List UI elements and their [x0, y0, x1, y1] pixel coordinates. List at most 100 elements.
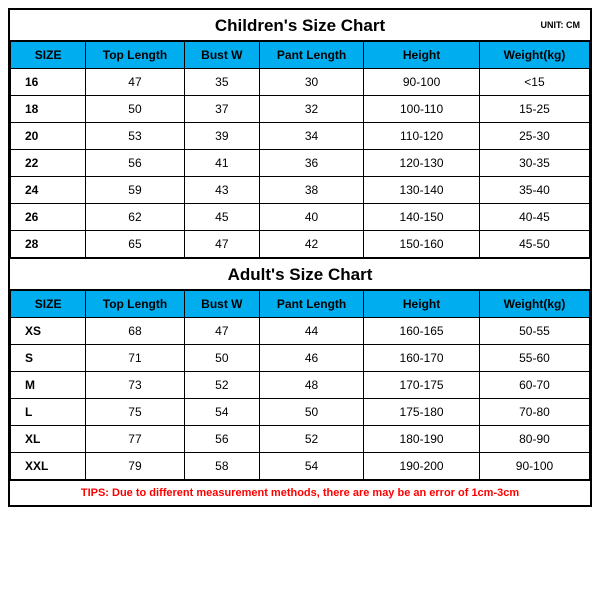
value-cell: 59 — [86, 177, 184, 204]
value-cell: 75 — [86, 399, 184, 426]
value-cell: 120-130 — [364, 150, 480, 177]
size-cell: 18 — [11, 96, 86, 123]
size-chart-container: Children's Size Chart UNIT: CM SIZETop L… — [8, 8, 592, 507]
value-cell: 50 — [184, 345, 259, 372]
value-cell: 80-90 — [479, 426, 589, 453]
value-cell: 44 — [259, 318, 363, 345]
size-cell: L — [11, 399, 86, 426]
value-cell: 47 — [184, 318, 259, 345]
value-cell: 180-190 — [364, 426, 480, 453]
value-cell: 65 — [86, 231, 184, 258]
value-cell: 68 — [86, 318, 184, 345]
table-row: XL775652180-19080-90 — [11, 426, 590, 453]
value-cell: 160-170 — [364, 345, 480, 372]
value-cell: 130-140 — [364, 177, 480, 204]
table-row: L755450175-18070-80 — [11, 399, 590, 426]
value-cell: 58 — [184, 453, 259, 480]
column-header: Top Length — [86, 291, 184, 318]
value-cell: 175-180 — [364, 399, 480, 426]
value-cell: 60-70 — [479, 372, 589, 399]
size-cell: 26 — [11, 204, 86, 231]
column-header: SIZE — [11, 291, 86, 318]
size-cell: S — [11, 345, 86, 372]
value-cell: 90-100 — [479, 453, 589, 480]
value-cell: 54 — [184, 399, 259, 426]
value-cell: 39 — [184, 123, 259, 150]
table-row: 28654742150-16045-50 — [11, 231, 590, 258]
column-header: Weight(kg) — [479, 42, 589, 69]
size-cell: 28 — [11, 231, 86, 258]
value-cell: 45-50 — [479, 231, 589, 258]
table-row: 1647353090-100<15 — [11, 69, 590, 96]
table-row: 18503732100-11015-25 — [11, 96, 590, 123]
value-cell: 55-60 — [479, 345, 589, 372]
value-cell: 50-55 — [479, 318, 589, 345]
table-row: S715046160-17055-60 — [11, 345, 590, 372]
value-cell: 190-200 — [364, 453, 480, 480]
size-cell: 22 — [11, 150, 86, 177]
value-cell: 40 — [259, 204, 363, 231]
value-cell: 15-25 — [479, 96, 589, 123]
value-cell: 71 — [86, 345, 184, 372]
size-cell: 24 — [11, 177, 86, 204]
value-cell: 47 — [184, 231, 259, 258]
value-cell: 77 — [86, 426, 184, 453]
value-cell: 70-80 — [479, 399, 589, 426]
value-cell: 50 — [86, 96, 184, 123]
value-cell: 160-165 — [364, 318, 480, 345]
size-cell: 20 — [11, 123, 86, 150]
value-cell: 48 — [259, 372, 363, 399]
value-cell: 30-35 — [479, 150, 589, 177]
table-row: 24594338130-14035-40 — [11, 177, 590, 204]
tips-text: TIPS: Due to different measurement metho… — [81, 487, 519, 499]
value-cell: 150-160 — [364, 231, 480, 258]
value-cell: <15 — [479, 69, 589, 96]
children-size-table: SIZETop LengthBust WPant LengthHeightWei… — [10, 41, 590, 258]
value-cell: 34 — [259, 123, 363, 150]
value-cell: 54 — [259, 453, 363, 480]
column-header: SIZE — [11, 42, 86, 69]
value-cell: 50 — [259, 399, 363, 426]
column-header: Height — [364, 291, 480, 318]
table-row: XXL795854190-20090-100 — [11, 453, 590, 480]
value-cell: 73 — [86, 372, 184, 399]
value-cell: 32 — [259, 96, 363, 123]
size-cell: 16 — [11, 69, 86, 96]
table-row: 22564136120-13030-35 — [11, 150, 590, 177]
size-cell: XXL — [11, 453, 86, 480]
column-header: Top Length — [86, 42, 184, 69]
value-cell: 62 — [86, 204, 184, 231]
value-cell: 40-45 — [479, 204, 589, 231]
value-cell: 56 — [86, 150, 184, 177]
tips-note: TIPS: Due to different measurement metho… — [10, 480, 590, 505]
value-cell: 100-110 — [364, 96, 480, 123]
unit-label: UNIT: CM — [541, 20, 581, 30]
value-cell: 41 — [184, 150, 259, 177]
value-cell: 53 — [86, 123, 184, 150]
children-title: Children's Size Chart — [215, 16, 385, 35]
value-cell: 140-150 — [364, 204, 480, 231]
column-header: Pant Length — [259, 42, 363, 69]
size-cell: M — [11, 372, 86, 399]
value-cell: 52 — [259, 426, 363, 453]
value-cell: 90-100 — [364, 69, 480, 96]
size-cell: XL — [11, 426, 86, 453]
value-cell: 170-175 — [364, 372, 480, 399]
children-title-row: Children's Size Chart UNIT: CM — [10, 10, 590, 41]
value-cell: 47 — [86, 69, 184, 96]
adult-size-table: SIZETop LengthBust WPant LengthHeightWei… — [10, 290, 590, 480]
value-cell: 35-40 — [479, 177, 589, 204]
column-header: Height — [364, 42, 480, 69]
table-row: M735248170-17560-70 — [11, 372, 590, 399]
column-header: Bust W — [184, 291, 259, 318]
value-cell: 45 — [184, 204, 259, 231]
value-cell: 110-120 — [364, 123, 480, 150]
value-cell: 25-30 — [479, 123, 589, 150]
table-row: 20533934110-12025-30 — [11, 123, 590, 150]
column-header: Weight(kg) — [479, 291, 589, 318]
value-cell: 35 — [184, 69, 259, 96]
value-cell: 38 — [259, 177, 363, 204]
value-cell: 30 — [259, 69, 363, 96]
value-cell: 37 — [184, 96, 259, 123]
value-cell: 43 — [184, 177, 259, 204]
